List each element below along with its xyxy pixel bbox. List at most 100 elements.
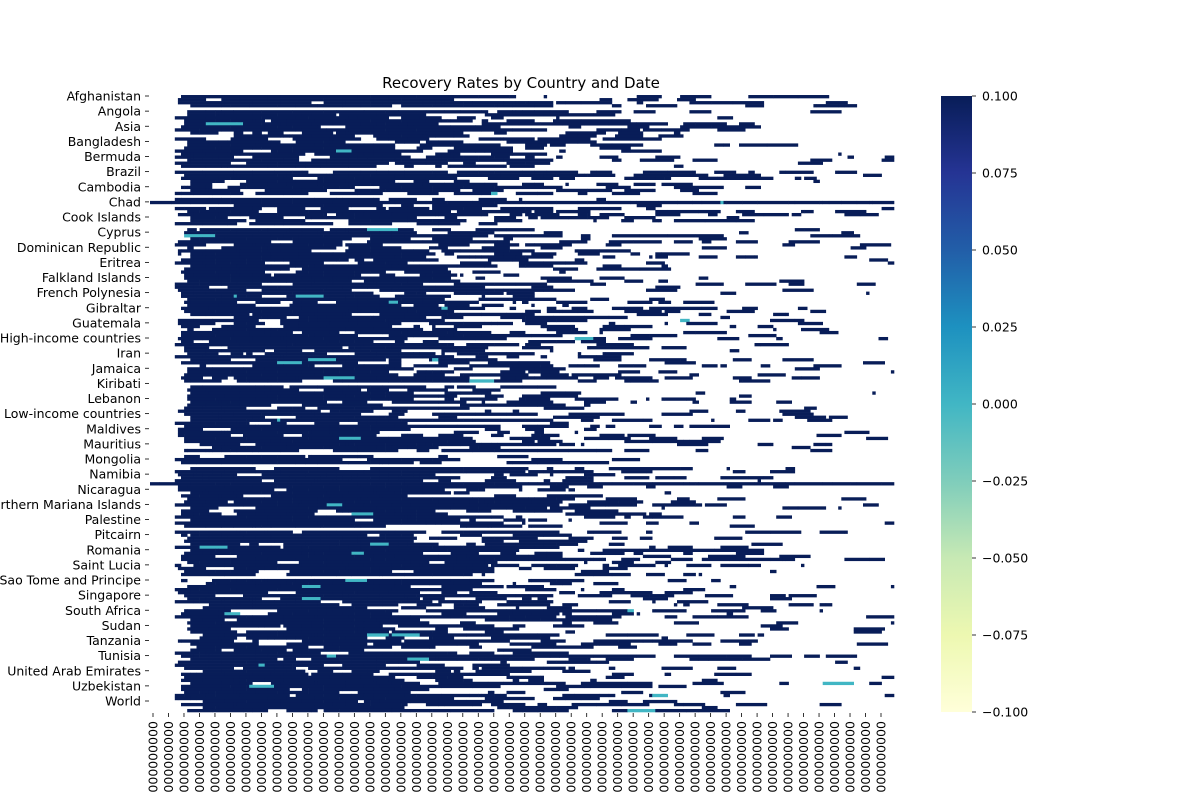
heatmap-cell: [416, 630, 433, 634]
heatmap-cell: [326, 563, 349, 568]
heatmap-cell: [385, 485, 408, 489]
heatmap-cell: [227, 346, 244, 350]
heatmap-cell: [503, 255, 517, 259]
heatmap-cell: [221, 415, 253, 419]
heatmap-cell: [546, 551, 563, 556]
heatmap-cell: [289, 690, 309, 695]
heatmap-cell: [388, 343, 393, 347]
heatmap-cell: [255, 581, 287, 586]
heatmap-cell: [239, 530, 247, 534]
heatmap-cell: [456, 255, 470, 259]
heatmap-cell: [193, 600, 200, 604]
heatmap-cell: [435, 654, 451, 658]
heatmap-cell: [540, 370, 551, 374]
heatmap-cell: [388, 618, 420, 622]
heatmap-cell: [509, 297, 529, 301]
heatmap-cell: [785, 170, 814, 174]
heatmap-cell: [190, 467, 194, 471]
heatmap-cell: [518, 122, 541, 126]
heatmap-cell: [376, 309, 408, 314]
heatmap-cell: [261, 249, 281, 253]
heatmap-cell: [277, 361, 303, 365]
heatmap-cell: [487, 343, 495, 347]
heatmap-cell: [661, 666, 693, 670]
heatmap-cell: [311, 113, 337, 117]
y-tick-label: Sao Tome and Principe: [0, 573, 141, 588]
heatmap-cell: [509, 306, 517, 311]
heatmap-cell: [326, 491, 349, 495]
y-tick-label: Maldives: [86, 421, 141, 436]
heatmap-cell: [196, 394, 225, 398]
heatmap-cell: [404, 315, 420, 320]
heatmap-cell: [587, 557, 591, 562]
heatmap-cell: [311, 624, 337, 628]
heatmap-cell: [221, 400, 231, 404]
heatmap-cell: [236, 702, 259, 707]
heatmap-cell: [515, 542, 544, 546]
heatmap-cell: [487, 391, 492, 395]
heatmap-cell: [249, 104, 278, 108]
heatmap-cell: [212, 436, 216, 441]
heatmap-cell: [463, 333, 482, 338]
heatmap-cell: [422, 355, 430, 359]
heatmap-cell: [311, 355, 327, 359]
heatmap-cell: [382, 343, 389, 347]
heatmap-cell: [497, 612, 513, 616]
heatmap-cell: [261, 648, 287, 652]
heatmap-cell: [249, 330, 265, 335]
heatmap-cell: [187, 228, 197, 232]
heatmap-cell: [243, 433, 259, 438]
heatmap-cell: [239, 403, 250, 407]
heatmap-cell: [379, 470, 402, 474]
heatmap-cell: [208, 448, 213, 453]
heatmap-cell: [556, 497, 575, 501]
heatmap-cell: [506, 412, 520, 416]
heatmap-cell: [642, 639, 653, 643]
heatmap-cell: [233, 110, 262, 114]
heatmap-cell: [537, 424, 569, 428]
heatmap-cell: [416, 518, 427, 522]
heatmap-cell: [258, 675, 281, 680]
heatmap-cell: [407, 155, 411, 159]
heatmap-cell: [484, 125, 501, 129]
heatmap-cell: [218, 518, 250, 522]
heatmap-cell: [512, 104, 535, 108]
heatmap-cell: [633, 551, 644, 556]
heatmap-cell: [422, 597, 427, 601]
heatmap-cell: [804, 406, 817, 410]
heatmap-cell: [351, 702, 371, 707]
heatmap-cell: [295, 591, 306, 595]
heatmap-cell: [301, 482, 312, 486]
heatmap-cell: [280, 285, 306, 289]
heatmap-cell: [292, 237, 300, 241]
heatmap-cell: [398, 294, 424, 298]
heatmap-cell: [425, 140, 439, 144]
heatmap-cell: [224, 539, 250, 543]
heatmap-cell: [236, 448, 253, 453]
heatmap-cell: [611, 708, 628, 713]
heatmap-cell: [385, 346, 393, 350]
heatmap-cell: [577, 200, 588, 205]
heatmap-cell: [587, 460, 610, 465]
heatmap-cell: [487, 690, 492, 695]
heatmap-cell: [664, 563, 668, 568]
heatmap-cell: [267, 394, 278, 398]
heatmap-cell: [432, 206, 464, 211]
heatmap-cell: [357, 300, 389, 304]
heatmap-cell: [354, 427, 371, 432]
heatmap-cell: [308, 315, 318, 320]
heatmap-cell: [193, 152, 207, 156]
heatmap-cell: [298, 536, 303, 540]
heatmap-cell: [212, 327, 228, 332]
heatmap-cell: [698, 588, 706, 592]
heatmap-cell: [308, 488, 340, 492]
heatmap-cell: [460, 594, 486, 598]
heatmap-cell: [184, 439, 210, 444]
heatmap-cell: [345, 588, 365, 592]
heatmap-cell: [283, 324, 300, 329]
heatmap-cell: [283, 548, 312, 552]
heatmap-cell: [379, 185, 402, 190]
heatmap-cell: [413, 212, 436, 217]
heatmap-cell: [277, 491, 293, 495]
heatmap-cell: [559, 330, 588, 335]
